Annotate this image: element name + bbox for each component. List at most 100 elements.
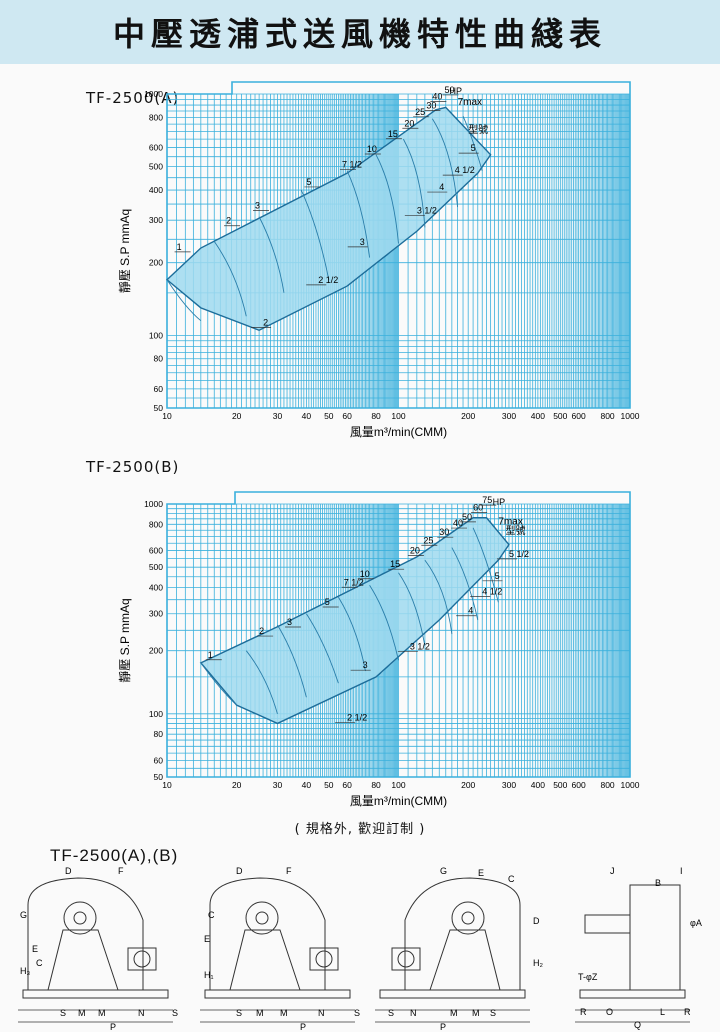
x-tick-label: 80 xyxy=(371,411,381,421)
chart-frame xyxy=(166,81,631,409)
base-frame xyxy=(204,989,351,999)
hp-label: 10 xyxy=(367,144,377,154)
size-label: 3 1/2 xyxy=(417,205,437,215)
x-tick-label: 30 xyxy=(273,780,283,790)
size-label: 4 xyxy=(468,606,473,616)
performance-curve xyxy=(431,118,459,208)
performance-curve xyxy=(472,527,499,603)
dim-label: M xyxy=(256,1008,264,1018)
hp-label: 3 xyxy=(255,201,260,211)
y-tick-label: 80 xyxy=(154,354,164,364)
dim-label: T-φZ xyxy=(578,972,598,982)
dim-label: C xyxy=(36,958,43,968)
performance-curve xyxy=(305,613,339,684)
y-tick-label: 50 xyxy=(154,772,164,782)
dim-label: M xyxy=(78,1008,86,1018)
hp-label: 25 xyxy=(423,535,433,545)
type-label: 型號 xyxy=(506,524,526,537)
x-tick-label: 30 xyxy=(273,411,283,421)
size-label: 4 1/2 xyxy=(455,165,475,175)
x-tick-label: 80 xyxy=(371,780,381,790)
fan-stand xyxy=(229,929,301,991)
dim-label: φA xyxy=(690,918,702,928)
x-tick-label: 500 xyxy=(553,780,567,790)
x-tick-label: 60 xyxy=(342,780,352,790)
type-label: 型號 xyxy=(468,123,488,136)
fan-drawing-0 xyxy=(18,877,173,1023)
x-tick-label: 800 xyxy=(600,780,614,790)
hp-label: 40 xyxy=(453,518,463,528)
hp-label: 20 xyxy=(410,546,420,556)
y-tick-label: 300 xyxy=(149,609,163,619)
dim-label: S xyxy=(490,1008,496,1018)
size-label: 2 1/2 xyxy=(347,712,367,722)
dim-label: M xyxy=(450,1008,458,1018)
y-tick-label: 50 xyxy=(154,403,164,413)
hp-label: 60 xyxy=(473,503,483,513)
x-tick-label: 200 xyxy=(461,411,475,421)
dim-label: S xyxy=(388,1008,394,1018)
custom-order-note: ( 規格外, 歡迎訂制 ) xyxy=(294,822,426,837)
hp-label: 1 xyxy=(177,242,182,252)
dim-label: G xyxy=(440,866,447,876)
chart-frame xyxy=(166,491,631,778)
dim-label: S xyxy=(354,1008,360,1018)
dim-label: P xyxy=(110,1022,116,1032)
dim-label: P xyxy=(440,1022,446,1032)
base-frame xyxy=(379,989,526,999)
fan-shaft xyxy=(461,911,475,925)
y-tick-label: 500 xyxy=(149,562,163,572)
fan-inlet xyxy=(245,901,279,935)
y-tick-label: 1000 xyxy=(144,89,163,99)
dim-label: D xyxy=(65,866,72,876)
performance-curve xyxy=(338,596,366,672)
y-tick-label: 500 xyxy=(149,162,163,172)
y-axis-title: 靜壓 S.P mmAq xyxy=(118,598,132,682)
x-tick-label: 50 xyxy=(324,780,334,790)
x-tick-label: 200 xyxy=(461,780,475,790)
size-label: 5 1/2 xyxy=(509,549,529,559)
size-label: 4 1/2 xyxy=(482,587,502,597)
max-label: 7max xyxy=(498,516,522,527)
dim-label: E xyxy=(478,868,484,878)
size-label: 5 xyxy=(471,143,476,153)
x-tick-label: 20 xyxy=(232,780,242,790)
fan-housing xyxy=(209,877,326,990)
performance-curve xyxy=(398,572,426,647)
performance-curve xyxy=(277,624,307,698)
x-tick-label: 40 xyxy=(302,411,312,421)
fan-drawing-2 xyxy=(375,877,530,1023)
performance-curve xyxy=(213,241,247,317)
x-tick-label: 50 xyxy=(324,411,334,421)
y-tick-label: 100 xyxy=(149,330,163,340)
motor-end xyxy=(133,950,151,968)
y-tick-label: 60 xyxy=(154,384,164,394)
x-tick-label: 20 xyxy=(232,411,242,421)
fan-drawing-1 xyxy=(200,877,355,1023)
hp-label: 50 xyxy=(462,512,472,522)
chart-b-label: TF-2500(B) xyxy=(86,458,180,476)
x-axis-title: 風量m³/min(CMM) xyxy=(350,794,447,808)
dim-label: F xyxy=(118,866,124,876)
hp-label: 15 xyxy=(388,129,398,139)
hp-label: 50 xyxy=(444,85,454,95)
x-tick-label: 300 xyxy=(502,780,516,790)
dim-label: C xyxy=(508,874,515,884)
dim-label: D xyxy=(236,866,243,876)
dim-label: P xyxy=(300,1022,306,1032)
x-tick-label: 600 xyxy=(572,411,586,421)
hp-label: 3 xyxy=(287,617,292,627)
performance-curve xyxy=(346,170,371,258)
dim-label: M xyxy=(280,1008,288,1018)
x-tick-label: 600 xyxy=(572,780,586,790)
dim-label: G xyxy=(20,910,27,920)
size-label: 4 xyxy=(439,182,444,192)
motor-end xyxy=(397,950,415,968)
hp-label: 40 xyxy=(432,91,442,101)
x-tick-label: 100 xyxy=(391,411,405,421)
performance-curve xyxy=(462,115,483,172)
dim-label: H₁ xyxy=(204,970,214,980)
motor xyxy=(309,947,339,971)
dim-label: N xyxy=(318,1008,325,1018)
